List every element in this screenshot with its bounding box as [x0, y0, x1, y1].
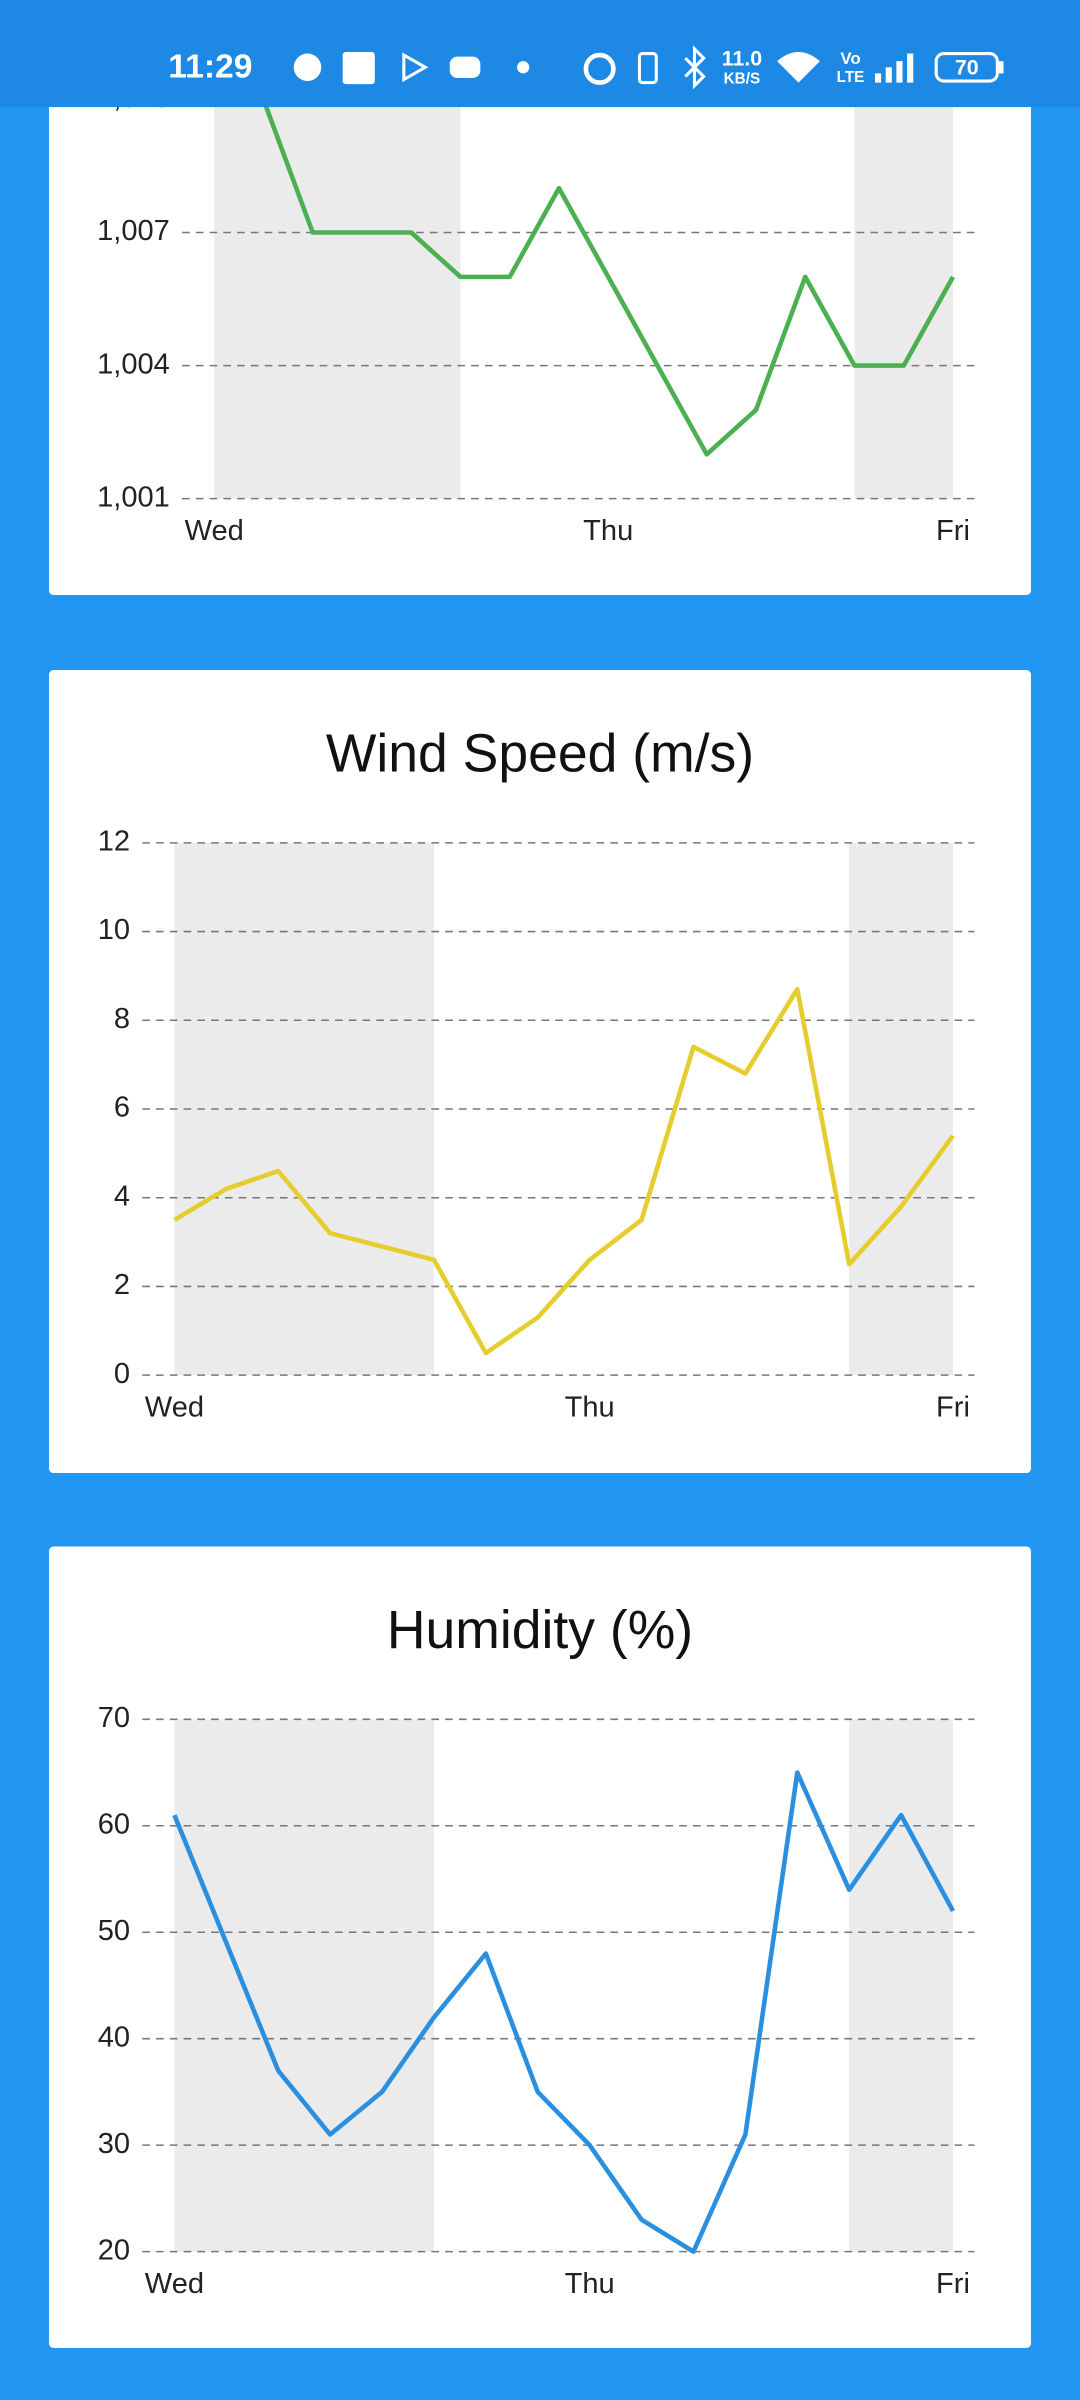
y-tick-label: 6: [114, 1092, 130, 1124]
x-tick-label: Wed: [145, 2268, 204, 2300]
x-tick-label: Wed: [145, 1391, 204, 1423]
y-tick-label: 4: [114, 1180, 130, 1212]
chart-title: Wind Speed (m/s): [326, 724, 754, 783]
night-band: [174, 1719, 434, 2252]
app-icon: [449, 56, 481, 79]
night-band: [214, 99, 461, 499]
app-icon: [402, 52, 429, 83]
app-icon: [342, 52, 375, 85]
y-tick-label: 8: [114, 1003, 130, 1035]
y-tick-label: 1,004: [97, 348, 170, 380]
y-tick-label: 12: [98, 826, 130, 858]
x-tick-label: Wed: [185, 515, 244, 547]
x-tick-label: Fri: [936, 515, 970, 547]
bluetooth-icon: [684, 45, 706, 90]
battery-tip: [998, 61, 1004, 74]
volte: LTE: [837, 69, 865, 86]
net-speed: 11.0: [722, 46, 763, 70]
battery-icon: [934, 52, 999, 83]
status-bar: 11:29 11.0 KB/S Vo LTE 70: [0, 0, 1080, 108]
y-tick-label: 30: [98, 2128, 130, 2160]
alarm-icon: [583, 52, 616, 85]
y-tick-label: 10: [98, 914, 130, 946]
x-tick-label: Thu: [565, 1391, 615, 1423]
wifi-icon: [777, 52, 820, 83]
chart-title: Humidity (%): [387, 1601, 693, 1660]
y-tick-label: 70: [98, 1702, 130, 1734]
dot-icon: [517, 61, 530, 74]
vibrate-icon: [637, 52, 658, 85]
x-tick-label: Fri: [936, 2268, 970, 2300]
signal-icon: [874, 53, 914, 83]
net-unit: KB/S: [724, 71, 761, 88]
y-tick-label: 40: [98, 2021, 130, 2053]
x-tick-label: Fri: [936, 1391, 970, 1423]
y-tick-label: 50: [98, 1915, 130, 1947]
volte: Vo: [840, 49, 860, 68]
y-tick-label: 2: [114, 1269, 130, 1301]
clock: 11:29: [168, 49, 252, 86]
y-tick-label: 1,001: [97, 481, 170, 513]
data-line: [172, 1770, 956, 2254]
data-line: [173, 986, 955, 1356]
y-tick-label: 60: [98, 1808, 130, 1840]
night-band: [854, 99, 954, 499]
x-tick-label: Thu: [565, 2268, 615, 2300]
y-tick-label: 20: [98, 2234, 130, 2266]
battery-level: 70: [955, 55, 979, 79]
night-band: [849, 1719, 954, 2252]
status-bar-bg: [0, 0, 1080, 108]
y-tick-label: 1,007: [97, 215, 170, 247]
y-tick-label: 0: [114, 1358, 130, 1390]
snapchat-icon: [293, 53, 322, 82]
x-tick-label: Thu: [583, 515, 633, 547]
data-line: [212, 53, 956, 457]
